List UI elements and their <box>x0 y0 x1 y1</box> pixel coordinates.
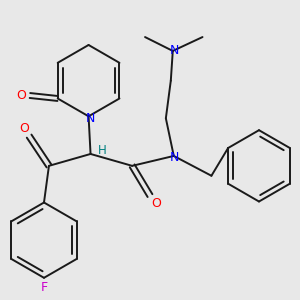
Text: O: O <box>151 197 161 210</box>
Text: H: H <box>98 143 107 157</box>
Text: N: N <box>170 152 179 164</box>
Text: N: N <box>170 44 179 57</box>
Text: O: O <box>16 89 26 102</box>
Text: F: F <box>40 281 48 294</box>
Text: N: N <box>86 112 95 125</box>
Text: O: O <box>19 122 29 135</box>
